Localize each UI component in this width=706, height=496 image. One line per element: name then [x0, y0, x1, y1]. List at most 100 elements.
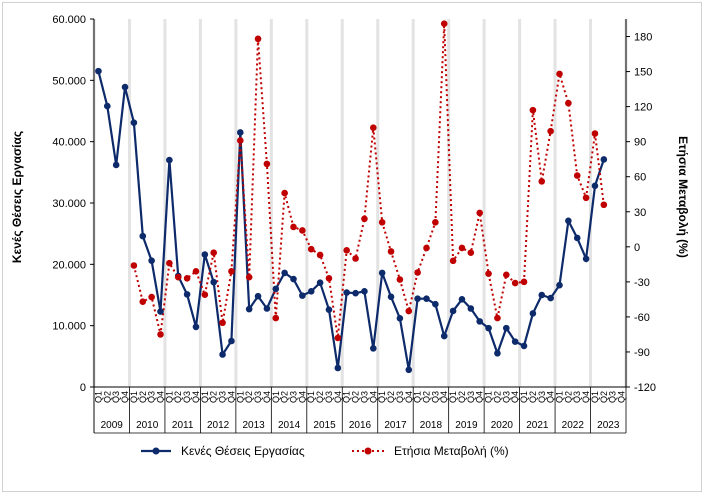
x-quarter-label: Q1 [342, 391, 352, 403]
x-quarter-label: Q4 [191, 391, 201, 403]
point-annual-change [449, 257, 457, 265]
x-year-label: 2013 [242, 420, 265, 431]
point-annual-change [299, 227, 306, 234]
x-quarter-label: Q3 [501, 391, 511, 403]
point-vacancies [334, 364, 342, 372]
x-quarter-label: Q4 [297, 391, 307, 403]
axes [90, 18, 630, 434]
series-markers [95, 20, 608, 374]
point-annual-change [361, 215, 368, 223]
x-quarter-label: Q3 [572, 391, 582, 403]
point-vacancies [529, 310, 537, 317]
grid-lines [92, 19, 628, 387]
point-vacancies [520, 342, 528, 350]
legend-marker-annual-change [364, 447, 372, 455]
point-vacancies [573, 234, 581, 242]
x-year-label: 2011 [172, 420, 194, 431]
x-quarter-label: Q3 [253, 391, 263, 403]
point-annual-change [600, 201, 608, 209]
point-vacancies [405, 366, 413, 374]
point-annual-change [432, 218, 439, 226]
point-annual-change [467, 249, 475, 256]
x-quarter-label: Q4 [510, 391, 520, 403]
y-right-tick-label: -60 [634, 312, 650, 324]
x-quarter-label: Q2 [173, 391, 183, 403]
x-quarter-label: Q1 [555, 391, 565, 403]
point-vacancies [130, 119, 138, 126]
point-vacancies [414, 295, 421, 302]
point-vacancies [95, 67, 102, 75]
point-annual-change [591, 130, 599, 137]
point-vacancies [378, 269, 386, 277]
point-annual-change [503, 271, 510, 279]
point-vacancies [387, 293, 395, 301]
x-year-label: 2012 [207, 420, 230, 431]
x-quarter-label: Q1 [164, 391, 174, 403]
point-annual-change [440, 20, 448, 27]
y-left-tick-label: 40.000 [52, 137, 86, 149]
series-lines [97, 23, 605, 370]
x-year-label: 2016 [349, 420, 372, 431]
y-left-tick-label: 60.000 [52, 14, 86, 26]
point-vacancies [449, 307, 457, 315]
point-annual-change [511, 279, 519, 287]
point-vacancies [219, 351, 226, 358]
point-vacancies [228, 337, 235, 345]
x-quarter-label: Q2 [138, 391, 148, 403]
point-annual-change [334, 334, 342, 342]
series-line-annual-change [132, 23, 605, 339]
x-year-label: 2017 [384, 420, 407, 431]
x-year-label: 2019 [455, 420, 478, 431]
y-axis-left-title: Κενές Θέσεις Εργασίας [10, 131, 24, 263]
point-vacancies [316, 279, 324, 287]
point-vacancies [183, 291, 191, 298]
point-annual-change [166, 259, 173, 267]
point-vacancies [245, 305, 253, 313]
point-annual-change [529, 106, 537, 114]
x-quarter-label: Q3 [111, 391, 121, 403]
point-vacancies [565, 217, 572, 225]
point-vacancies [511, 338, 519, 345]
legend-label-annual-change: Ετήσια Μεταβολή (%) [394, 444, 509, 458]
point-annual-change [316, 251, 324, 259]
x-quarter-label: Q2 [351, 391, 361, 403]
point-vacancies [148, 257, 155, 264]
x-quarter-label: Q1 [484, 391, 494, 403]
y-left-tick-label: 10.000 [52, 321, 86, 333]
point-annual-change [272, 314, 280, 322]
x-quarter-label: Q4 [581, 391, 591, 403]
x-quarter-label: Q4 [262, 391, 272, 403]
point-annual-change [157, 331, 164, 338]
point-vacancies [503, 324, 510, 332]
point-annual-change [387, 248, 395, 255]
x-year-label: 2018 [420, 420, 443, 431]
point-vacancies [281, 269, 288, 277]
point-annual-change [352, 255, 359, 262]
x-quarter-label: Q1 [448, 391, 458, 403]
point-vacancies [237, 129, 244, 136]
point-annual-change [139, 298, 147, 306]
point-annual-change [458, 244, 466, 252]
x-quarter-label: Q3 [430, 391, 440, 403]
chart-canvas: 0 10.000 20.000 30.000 40.000 50.000 60.000 -12… [10, 14, 690, 458]
point-annual-change [476, 209, 484, 217]
point-vacancies [361, 288, 368, 295]
point-vacancies [139, 232, 147, 240]
x-quarter-label: Q1 [306, 391, 316, 403]
x-quarter-label: Q4 [475, 391, 485, 403]
axis-tick-labels: 0 10.000 20.000 30.000 40.000 50.000 60.000 -12… [52, 14, 656, 431]
point-annual-change [565, 99, 572, 107]
point-annual-change [263, 160, 271, 168]
point-annual-change [378, 218, 386, 226]
point-annual-change [556, 70, 563, 78]
x-quarter-label: Q4 [120, 391, 130, 403]
x-quarter-label: Q1 [93, 391, 103, 403]
point-vacancies [166, 156, 173, 164]
x-quarter-label: Q4 [226, 391, 236, 403]
y-left-tick-label: 20.000 [52, 259, 86, 271]
y-left-tick-label: 50.000 [52, 75, 86, 87]
point-annual-change [148, 293, 155, 301]
point-annual-change [219, 319, 226, 327]
point-vacancies [423, 295, 430, 302]
point-vacancies [157, 308, 164, 315]
